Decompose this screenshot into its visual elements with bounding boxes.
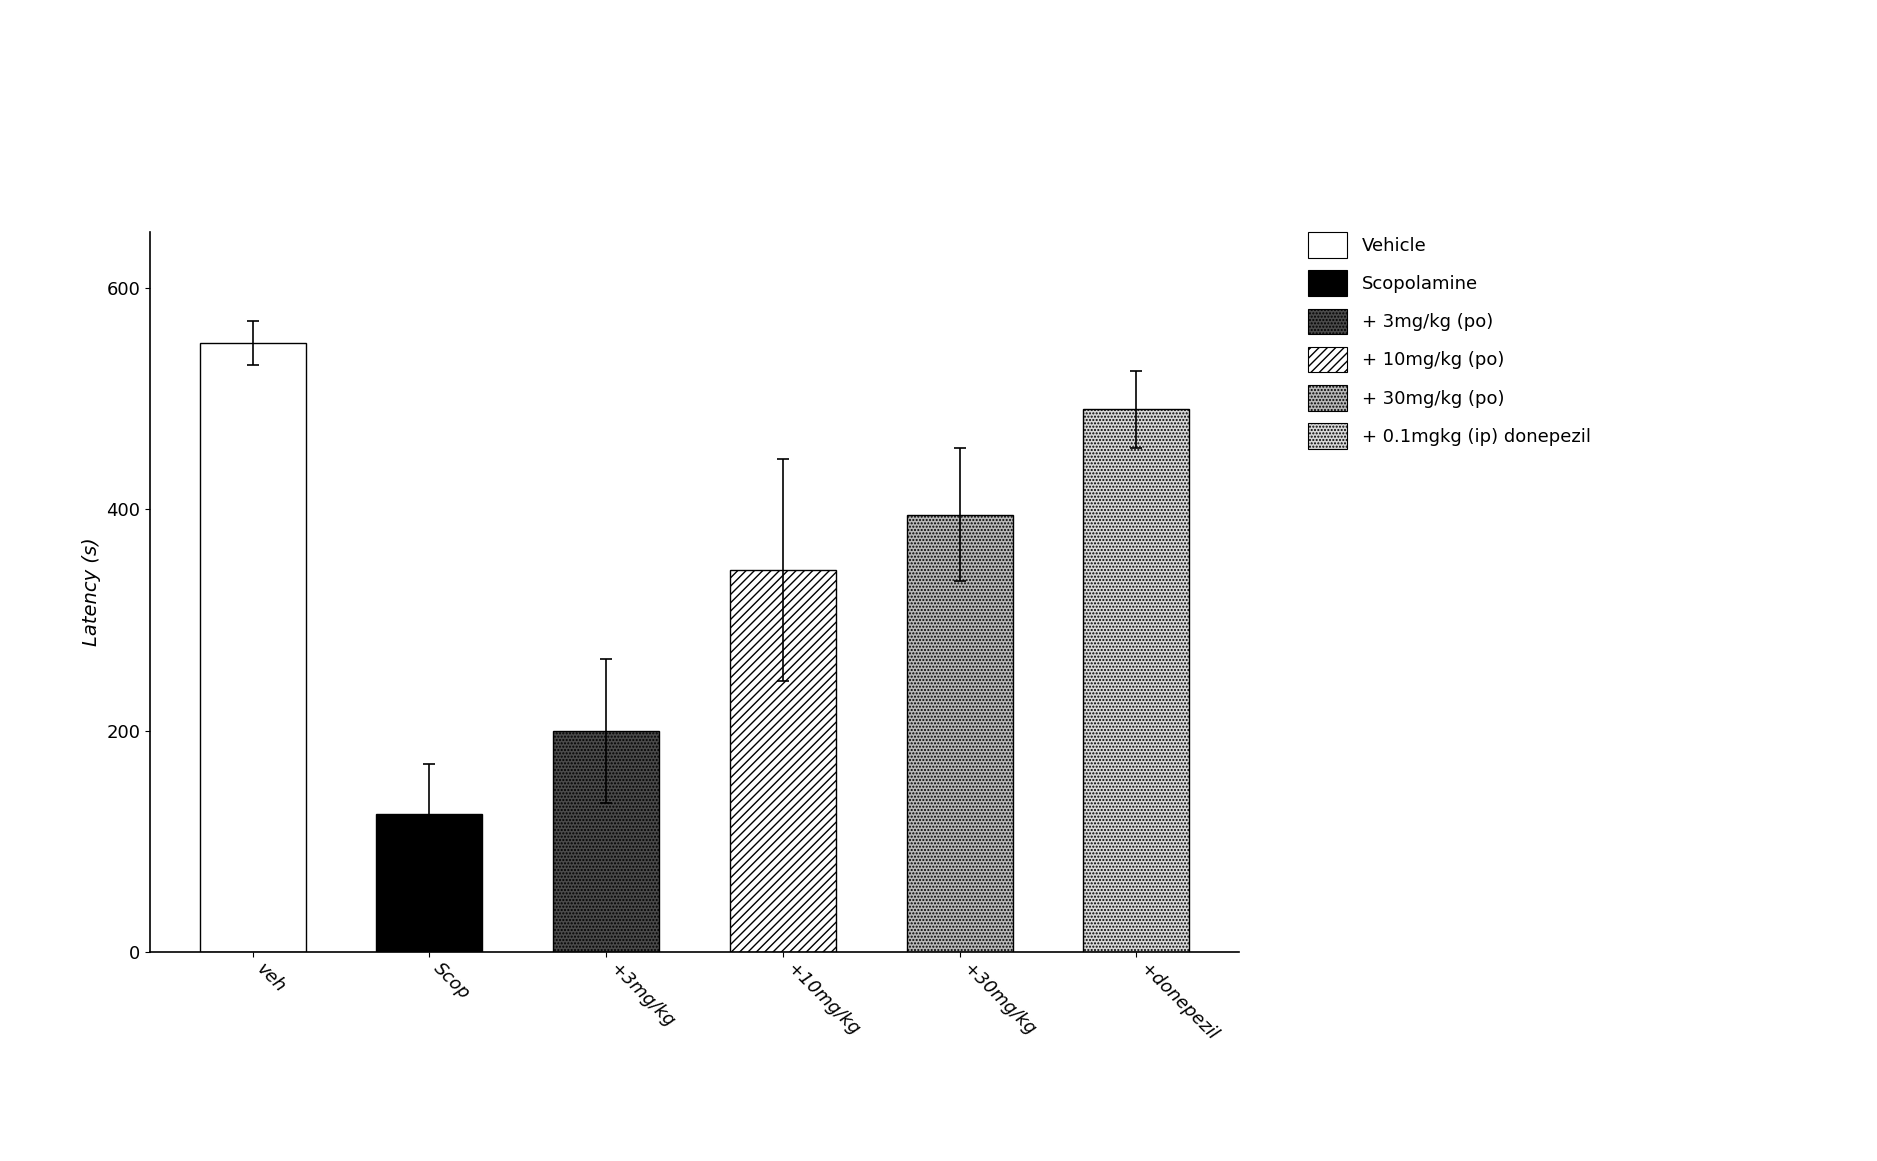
Bar [377,814,482,952]
Bar [730,570,835,952]
Bar [1083,410,1190,952]
Bar [199,342,306,952]
Bar [907,514,1012,952]
Y-axis label: Latency (s): Latency (s) [83,538,101,647]
Bar [554,730,659,952]
Legend: Vehicle, Scopolamine, + 3mg/kg (po), + 10mg/kg (po), + 30mg/kg (po), + 0.1mgkg (: Vehicle, Scopolamine, + 3mg/kg (po), + 1… [1303,226,1595,454]
